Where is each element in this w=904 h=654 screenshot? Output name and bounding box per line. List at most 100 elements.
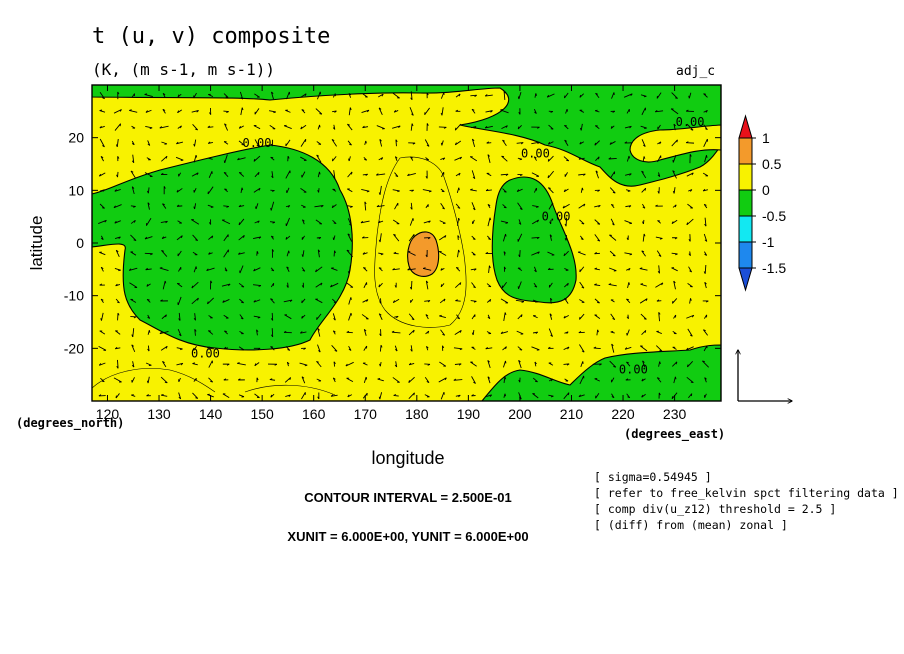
wind-vector-head <box>162 360 165 363</box>
wind-vector-head <box>690 298 692 301</box>
wind-vector <box>392 92 400 99</box>
wind-vector-head <box>104 219 107 223</box>
wind-vector-head <box>442 345 445 349</box>
wind-vector-head <box>392 300 395 303</box>
wind-vector-head <box>563 253 566 256</box>
wind-vector-head <box>410 97 413 101</box>
wind-vector <box>392 268 400 271</box>
wind-vector-head <box>304 93 307 97</box>
wind-vector-head <box>258 188 261 191</box>
wind-vector-head <box>146 283 149 287</box>
wind-vector <box>191 219 200 225</box>
wind-vector <box>223 249 229 258</box>
wind-vector-head <box>144 236 148 240</box>
wind-vector <box>332 313 336 321</box>
wind-vector <box>688 92 692 99</box>
wind-vector-head <box>146 380 149 384</box>
wind-vector-head <box>98 394 102 397</box>
wind-vector-head <box>237 378 241 381</box>
wind-vector-head <box>257 220 260 224</box>
wind-vector-head <box>503 191 507 193</box>
wind-vector <box>595 93 600 99</box>
wind-vector-head <box>487 376 491 379</box>
wind-vector-head <box>302 219 305 222</box>
wind-vector-head <box>271 175 274 179</box>
wind-vector <box>147 202 150 210</box>
wind-vector-head <box>427 363 431 366</box>
wind-vector-head <box>488 238 491 240</box>
wind-vector-head <box>685 109 689 112</box>
wind-vector <box>608 158 617 160</box>
wind-vector-head <box>117 156 120 159</box>
wind-vector-head <box>162 108 166 111</box>
wind-vector-head <box>131 186 135 189</box>
wind-vector <box>99 251 106 256</box>
wind-vector <box>640 345 648 352</box>
wind-vector-head <box>691 314 695 318</box>
wind-vector <box>563 250 569 257</box>
wind-vector-head <box>210 380 213 383</box>
wind-vector-head <box>597 189 600 192</box>
wind-vector-head <box>458 217 460 221</box>
wind-vector-head <box>564 297 567 300</box>
colorbar-segment <box>738 215 753 243</box>
wind-vector-head <box>287 205 291 208</box>
wind-vector-head <box>237 157 240 161</box>
wind-vector-head <box>520 314 523 318</box>
wind-vector <box>624 346 632 350</box>
wind-vector-head <box>675 97 678 99</box>
wind-vector-head <box>703 271 706 274</box>
wind-vector-head <box>487 154 490 157</box>
wind-vector-head <box>505 173 509 176</box>
wind-vector-head <box>365 140 367 144</box>
wind-vector-head <box>253 299 256 303</box>
wind-vector-head <box>161 393 164 396</box>
wind-vector-head <box>285 236 288 240</box>
wind-vector-head <box>133 239 137 241</box>
wind-vector <box>438 377 447 383</box>
wind-vector <box>333 170 336 179</box>
wind-vector-head <box>458 93 461 97</box>
wind-vector-head <box>348 158 350 162</box>
wind-vector-head <box>289 299 293 303</box>
wind-vector-head <box>351 171 353 175</box>
wind-vector-head <box>318 237 322 240</box>
wind-vector <box>253 155 261 162</box>
wind-vector-head <box>320 205 324 208</box>
wind-vector-head <box>564 124 567 127</box>
wind-vector-head <box>379 139 382 142</box>
wind-vector-head <box>395 315 399 319</box>
wind-vector-head <box>626 316 629 319</box>
wind-vector <box>704 282 707 289</box>
wind-vector <box>346 282 354 288</box>
wind-vector-head <box>196 110 199 113</box>
wind-vector-head <box>610 330 614 333</box>
wind-vector <box>518 91 522 100</box>
wind-vector <box>440 391 445 400</box>
wind-vector-head <box>270 318 274 321</box>
wind-vector <box>316 361 322 368</box>
wind-vector-head <box>350 297 352 300</box>
wind-vector-head <box>473 381 476 384</box>
wind-vector <box>610 218 615 226</box>
wind-vector-head <box>391 330 395 333</box>
wind-vector-head <box>237 362 240 364</box>
wind-vector-head <box>274 363 278 366</box>
wind-vector-head <box>594 142 597 146</box>
wind-vector <box>239 91 244 100</box>
wind-vector-head <box>688 238 691 242</box>
wind-vector <box>671 267 678 272</box>
wind-vector-head <box>550 395 554 398</box>
wind-vector-head <box>162 92 166 96</box>
wind-vector-head <box>630 93 633 97</box>
wind-vector-head <box>210 280 213 284</box>
wind-vector-head <box>366 190 370 193</box>
wind-vector <box>610 313 616 320</box>
wind-vector-head <box>270 394 273 398</box>
wind-vector-head <box>394 348 398 352</box>
wind-vector-head <box>222 300 225 303</box>
wind-vector-head <box>256 377 259 381</box>
wind-vector-head <box>459 330 462 333</box>
wind-vector <box>686 123 694 131</box>
wind-vector <box>221 283 231 287</box>
